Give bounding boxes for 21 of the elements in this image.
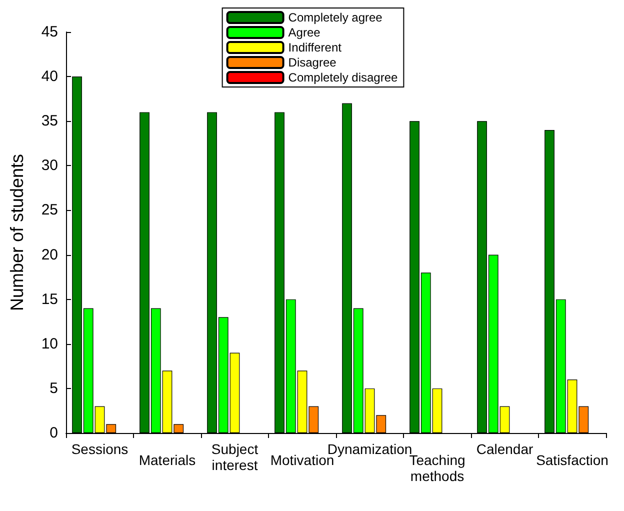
legend-label: Completely agree <box>288 10 383 24</box>
y-tick-label: 40 <box>41 68 58 86</box>
y-tick-label: 10 <box>41 335 58 352</box>
legend-label: Completely disagree <box>288 70 398 84</box>
y-axis-title: Number of students <box>7 154 27 312</box>
y-tick-label: 5 <box>50 380 58 397</box>
y-tick-label: 15 <box>41 290 58 308</box>
y-tick-label: 45 <box>41 24 58 40</box>
y-tick-label: 30 <box>41 157 58 174</box>
legend-label: Disagree <box>288 56 337 70</box>
x-tick-label: Subject interest <box>211 441 258 473</box>
x-tick-label: Satisfaction <box>536 452 608 468</box>
y-tick-label: 25 <box>41 202 58 219</box>
y-tick-label: 20 <box>41 246 58 264</box>
x-tick-label: Sessions <box>71 441 128 457</box>
y-tick-label: 0 <box>50 424 58 442</box>
x-tick-label: Materials <box>138 452 196 468</box>
x-tick-label: Calendar <box>476 441 534 457</box>
legend-label: Indifferent <box>288 40 342 54</box>
y-tick-label: 35 <box>41 112 58 130</box>
legend-label: Agree <box>288 26 321 40</box>
